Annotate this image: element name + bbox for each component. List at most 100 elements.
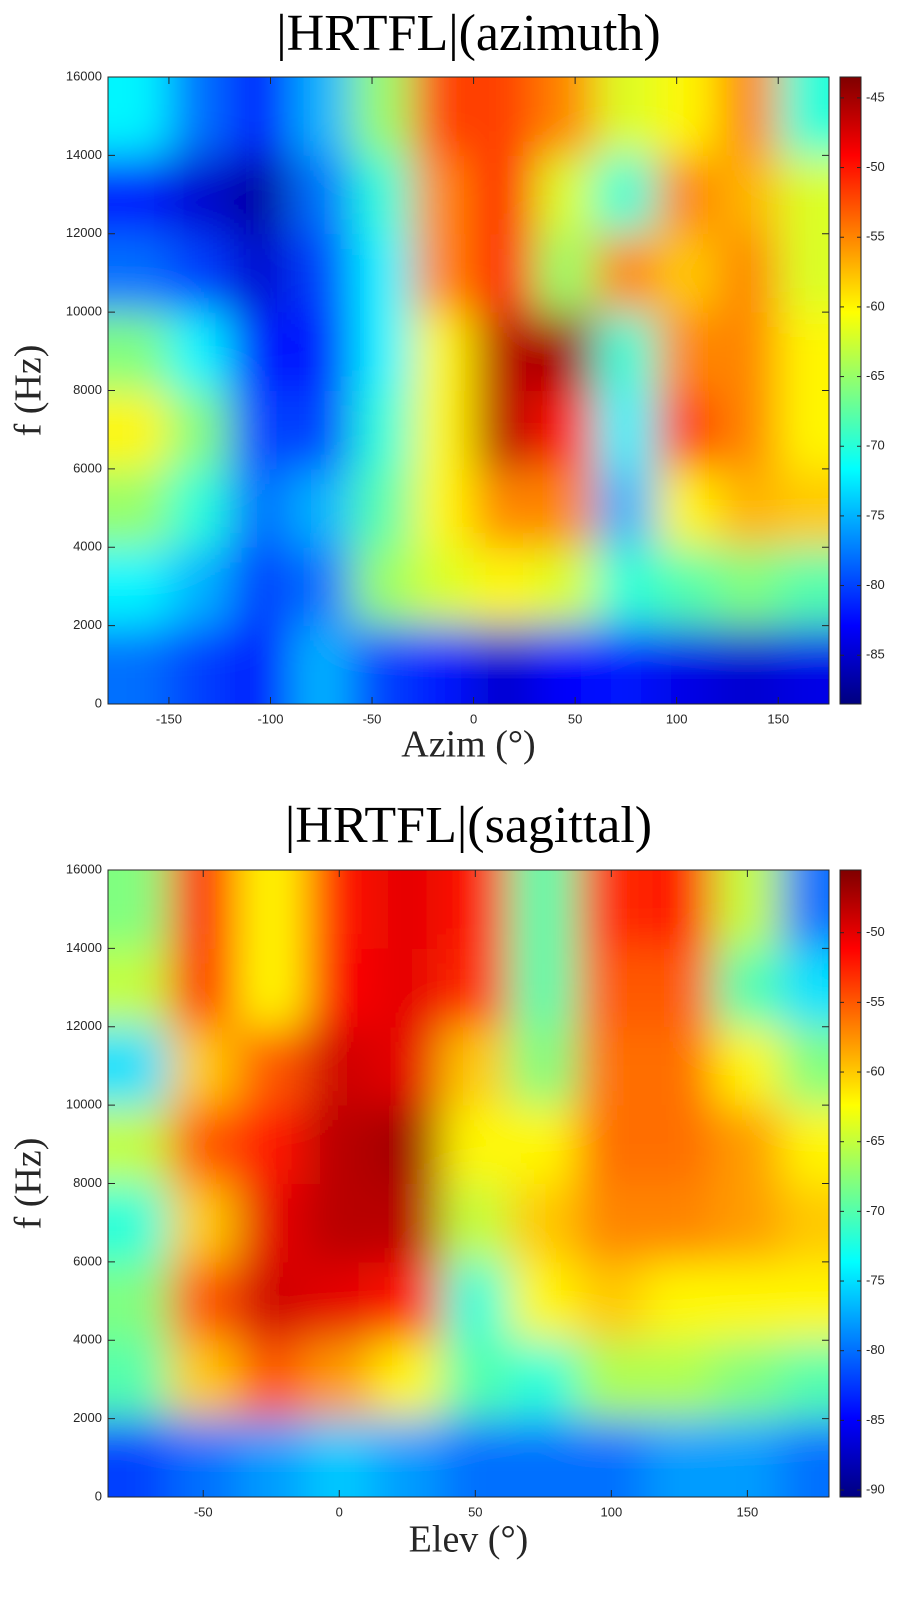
heat-cell	[713, 1026, 782, 1106]
heat-cell	[108, 870, 170, 949]
heat-cell	[169, 1105, 238, 1184]
heat-cell	[781, 948, 829, 1028]
heat-cell	[577, 1026, 646, 1106]
heat-cell	[237, 948, 306, 1028]
heat-cell	[168, 390, 231, 470]
heat-cell	[169, 1340, 238, 1420]
heat-cell	[108, 1340, 170, 1420]
heat-cell	[169, 1418, 238, 1497]
colorbar-tick-label: -70	[866, 1203, 885, 1218]
heat-cell	[305, 1340, 374, 1420]
colorbar-tick-label: -65	[866, 368, 885, 383]
heat-cell	[351, 390, 414, 470]
colorbar-tick-label: -80	[866, 577, 885, 592]
heat-cell	[168, 312, 231, 391]
heat-cell	[237, 1261, 306, 1341]
colorbar-tick-label: -70	[866, 438, 885, 453]
heat-cell	[169, 948, 238, 1028]
heat-cell	[645, 1105, 714, 1184]
heat-cell	[717, 547, 779, 627]
x-axis-label: Azim (°)	[401, 724, 535, 766]
colorbar-tick-label: -85	[866, 1412, 885, 1427]
heat-cell	[577, 1340, 646, 1420]
x-tick-label: 100	[666, 711, 688, 726]
heat-cell	[577, 1183, 646, 1263]
colorbar-tick-label: -65	[866, 1133, 885, 1148]
y-tick-label: 8000	[73, 1175, 102, 1190]
heat-cell	[595, 312, 657, 391]
heat-cell	[645, 1340, 714, 1420]
heat-cell	[108, 468, 170, 548]
heat-cell	[305, 1261, 374, 1341]
heat-cell	[373, 1418, 442, 1497]
x-tick-label: -150	[156, 711, 182, 726]
heat-cell	[169, 870, 238, 949]
heat-cell	[373, 1026, 442, 1106]
colorbar-tick-label: -60	[866, 298, 885, 313]
heat-cell	[645, 1261, 714, 1341]
colorbar-tick-label: -50	[866, 924, 885, 939]
heat-cell	[412, 390, 475, 470]
chart-title: |HRTFL|(azimuth)	[276, 5, 661, 62]
heat-cell	[290, 77, 353, 156]
heat-cell	[108, 1105, 170, 1184]
y-axis-label: f (Hz)	[8, 1138, 50, 1230]
heat-cell	[645, 870, 714, 949]
heat-cell	[441, 1026, 510, 1106]
heat-cell	[290, 312, 353, 391]
y-axis-label: f (Hz)	[8, 345, 50, 437]
heat-cell	[441, 1183, 510, 1263]
heat-cell	[534, 625, 596, 704]
heat-cell	[237, 1418, 306, 1497]
cells	[108, 870, 829, 1497]
heat-cell	[713, 1183, 782, 1263]
heat-cell	[237, 1026, 306, 1106]
heat-cell	[717, 233, 779, 313]
heat-cell	[412, 468, 475, 548]
heat-cell	[290, 468, 353, 548]
heat-cell	[229, 155, 292, 235]
heat-cell	[645, 1026, 714, 1106]
x-tick-label: 50	[468, 1504, 482, 1519]
heat-cell	[656, 468, 718, 548]
heat-cell	[577, 1105, 646, 1184]
x-tick-label: 150	[767, 711, 789, 726]
heat-cell	[717, 625, 779, 704]
y-tick-label: 4000	[73, 539, 102, 554]
heat-cell	[351, 77, 414, 156]
x-tick-label: 50	[568, 711, 582, 726]
y-tick-label: 4000	[73, 1332, 102, 1347]
heat-cell	[778, 468, 829, 548]
heat-cell	[441, 948, 510, 1028]
chart: -150 -100 -50 0 50 100 150 0 2000 4000 6000 8000 100…	[8, 5, 885, 766]
x-tick-label: 0	[336, 1504, 343, 1519]
heat-cell	[717, 312, 779, 391]
colorbar-tick-label: -75	[866, 507, 885, 522]
x-tick-label: 100	[600, 1504, 622, 1519]
y-tick-label: 2000	[73, 617, 102, 632]
heat-cell	[645, 1183, 714, 1263]
heat-cell	[645, 1418, 714, 1497]
x-tick-label: -50	[363, 711, 382, 726]
heat-cell	[229, 547, 292, 627]
heat-cell	[168, 468, 231, 548]
heat-cell	[108, 1261, 170, 1341]
heat-cell	[305, 1105, 374, 1184]
heat-cell	[290, 625, 353, 704]
heat-cell	[778, 155, 829, 235]
heat-cell	[351, 547, 414, 627]
heat-cell	[373, 1340, 442, 1420]
heat-cell	[290, 390, 353, 470]
heat-cell	[778, 625, 829, 704]
colorbar-tick-label: -75	[866, 1272, 885, 1287]
heat-cell	[108, 625, 170, 704]
heat-cell	[229, 77, 292, 156]
heat-cell	[412, 625, 475, 704]
heat-cell	[237, 1340, 306, 1420]
y-tick-label: 10000	[66, 304, 102, 319]
heat-cell	[373, 948, 442, 1028]
heat-cell	[656, 312, 718, 391]
heat-cell	[108, 312, 170, 391]
colorbar-tick-label: -60	[866, 1063, 885, 1078]
heat-cell	[351, 468, 414, 548]
